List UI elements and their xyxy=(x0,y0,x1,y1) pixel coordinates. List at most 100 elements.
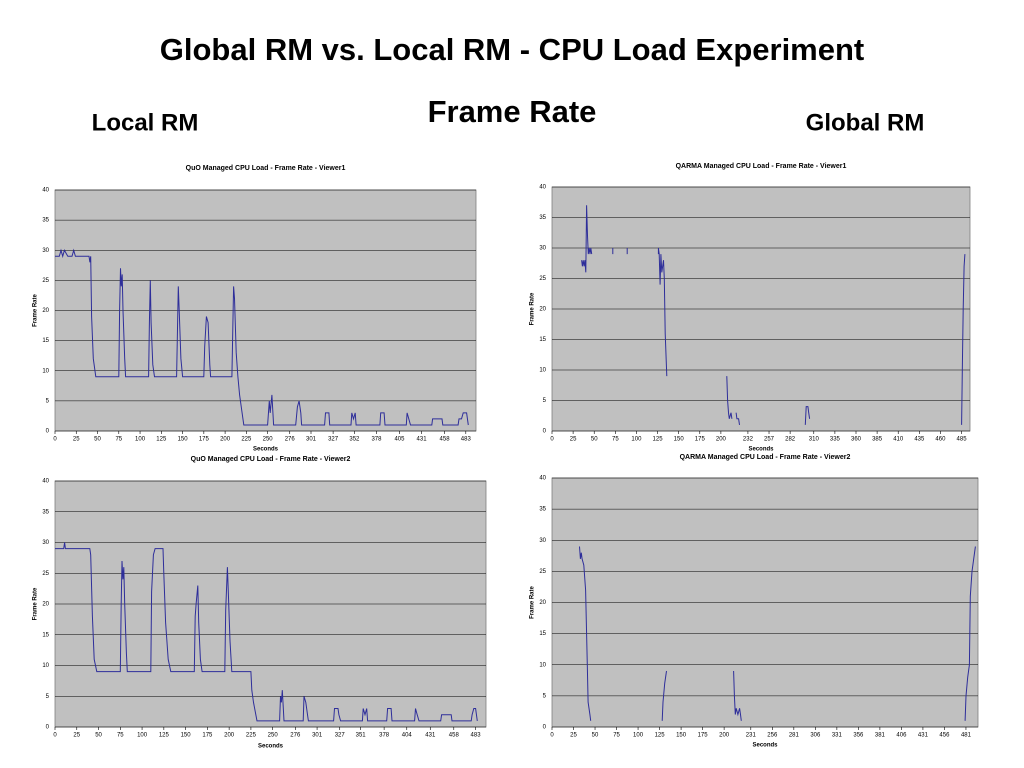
x-tick-label: 50 xyxy=(94,437,101,443)
x-tick-label: 0 xyxy=(53,733,57,739)
x-tick-label: 125 xyxy=(156,437,167,443)
x-tick-label: 100 xyxy=(633,733,644,739)
x-tick-label: 281 xyxy=(789,733,800,739)
x-tick-label: 200 xyxy=(716,437,727,443)
x-tick-label: 483 xyxy=(461,437,472,443)
x-tick-label: 75 xyxy=(612,437,619,443)
x-tick-label: 200 xyxy=(719,733,730,739)
x-tick-label: 435 xyxy=(914,437,925,443)
y-tick-label: 20 xyxy=(42,308,49,314)
slide-title: Global RM vs. Local RM - CPU Load Experi… xyxy=(160,32,865,67)
y-axis-label: Frame Rate xyxy=(530,292,536,325)
y-tick-label: 35 xyxy=(539,215,546,221)
y-tick-label: 20 xyxy=(42,602,49,608)
y-tick-label: 0 xyxy=(46,429,50,435)
y-tick-label: 20 xyxy=(539,600,546,606)
x-tick-label: 301 xyxy=(306,437,317,443)
x-tick-label: 25 xyxy=(570,437,577,443)
data-line xyxy=(581,205,966,425)
x-tick-label: 250 xyxy=(263,437,274,443)
y-tick-label: 35 xyxy=(42,509,49,515)
x-axis-label: Seconds xyxy=(752,743,778,749)
y-tick-label: 15 xyxy=(42,632,49,638)
y-tick-label: 15 xyxy=(539,631,546,637)
x-tick-label: 276 xyxy=(290,733,301,739)
chart-title: QARMA Managed CPU Load - Frame Rate - Vi… xyxy=(676,163,847,170)
x-tick-label: 360 xyxy=(851,437,862,443)
x-tick-label: 200 xyxy=(220,437,231,443)
x-tick-label: 150 xyxy=(674,437,685,443)
x-tick-label: 378 xyxy=(379,733,390,739)
x-tick-label: 406 xyxy=(896,733,907,739)
y-tick-label: 0 xyxy=(46,725,50,731)
x-tick-label: 327 xyxy=(335,733,346,739)
x-tick-label: 431 xyxy=(918,733,929,739)
x-tick-label: 175 xyxy=(202,733,213,739)
x-tick-label: 0 xyxy=(550,437,554,443)
x-tick-label: 456 xyxy=(939,733,950,739)
x-tick-label: 50 xyxy=(95,733,102,739)
x-tick-label: 150 xyxy=(181,733,192,739)
chart-title: QuO Managed CPU Load - Frame Rate - View… xyxy=(191,456,351,463)
x-tick-label: 125 xyxy=(655,733,666,739)
x-axis-label: Seconds xyxy=(748,447,774,453)
x-tick-label: 458 xyxy=(440,437,451,443)
y-axis-label: Frame Rate xyxy=(33,294,39,327)
data-line xyxy=(55,248,469,426)
y-tick-label: 10 xyxy=(42,663,49,669)
x-tick-label: 75 xyxy=(613,733,620,739)
chart-title: QARMA Managed CPU Load - Frame Rate - Vi… xyxy=(680,454,851,461)
x-axis-label: Seconds xyxy=(258,744,284,750)
y-axis-label: Frame Rate xyxy=(530,586,536,619)
x-tick-label: 483 xyxy=(471,733,482,739)
x-tick-label: 75 xyxy=(117,733,124,739)
y-tick-label: 5 xyxy=(46,398,50,404)
x-tick-label: 331 xyxy=(832,733,843,739)
left-label: Local RM xyxy=(92,109,199,136)
x-tick-label: 282 xyxy=(785,437,796,443)
x-tick-label: 125 xyxy=(159,733,170,739)
slide-subtitle: Frame Rate xyxy=(428,94,597,129)
y-tick-label: 5 xyxy=(543,398,547,404)
x-tick-label: 50 xyxy=(591,437,598,443)
x-tick-label: 175 xyxy=(698,733,709,739)
x-tick-label: 301 xyxy=(312,733,323,739)
x-tick-label: 232 xyxy=(743,437,754,443)
x-tick-label: 250 xyxy=(268,733,279,739)
x-tick-label: 100 xyxy=(137,733,148,739)
chart-title: QuO Managed CPU Load - Frame Rate - View… xyxy=(186,165,346,172)
x-tick-label: 352 xyxy=(349,437,360,443)
x-tick-label: 150 xyxy=(178,437,189,443)
x-tick-label: 257 xyxy=(764,437,775,443)
y-tick-label: 0 xyxy=(543,725,547,731)
x-tick-label: 327 xyxy=(328,437,339,443)
x-tick-label: 458 xyxy=(449,733,460,739)
y-tick-label: 40 xyxy=(539,476,546,482)
x-tick-label: 306 xyxy=(810,733,821,739)
x-tick-label: 460 xyxy=(935,437,946,443)
y-tick-label: 25 xyxy=(42,278,49,284)
y-tick-label: 25 xyxy=(539,569,546,575)
x-tick-label: 225 xyxy=(241,437,252,443)
y-tick-label: 35 xyxy=(539,507,546,513)
x-tick-label: 100 xyxy=(631,437,642,443)
x-tick-label: 25 xyxy=(570,733,577,739)
y-tick-label: 5 xyxy=(543,693,547,699)
x-tick-label: 256 xyxy=(767,733,778,739)
x-tick-label: 200 xyxy=(224,733,235,739)
x-tick-label: 356 xyxy=(853,733,864,739)
x-tick-label: 276 xyxy=(285,437,296,443)
y-tick-label: 30 xyxy=(42,540,49,546)
y-tick-label: 30 xyxy=(42,248,49,254)
x-tick-label: 351 xyxy=(356,733,367,739)
y-tick-label: 40 xyxy=(42,479,49,485)
x-tick-label: 385 xyxy=(872,437,883,443)
x-tick-label: 378 xyxy=(371,437,382,443)
x-axis-label: Seconds xyxy=(253,447,279,453)
x-tick-label: 0 xyxy=(53,437,57,443)
y-tick-label: 15 xyxy=(539,337,546,343)
x-tick-label: 175 xyxy=(695,437,706,443)
x-tick-label: 405 xyxy=(394,437,405,443)
y-tick-label: 25 xyxy=(539,276,546,282)
